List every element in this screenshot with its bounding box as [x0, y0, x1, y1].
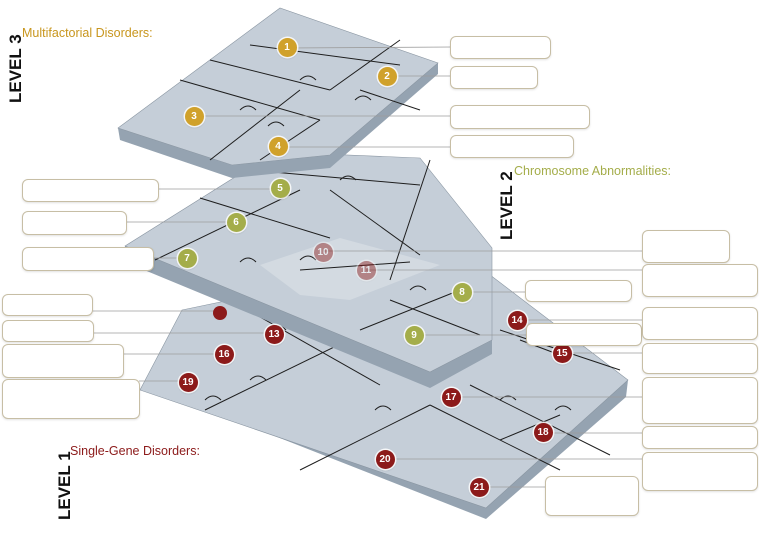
- answer-box-6[interactable]: [22, 211, 127, 235]
- answer-box-4[interactable]: [450, 135, 574, 158]
- answer-box-17[interactable]: [642, 343, 758, 374]
- marker-13: 13: [264, 324, 284, 344]
- answer-box-3[interactable]: [450, 105, 590, 129]
- answer-box-13[interactable]: [2, 320, 94, 342]
- answer-box-11[interactable]: [526, 323, 642, 346]
- marker-2: 2: [377, 66, 397, 86]
- answer-box-7[interactable]: [22, 247, 154, 271]
- marker-15: 15: [552, 343, 572, 363]
- level-1-label: LEVEL 1: [55, 451, 74, 520]
- marker-21: 21: [469, 477, 489, 497]
- answer-box-18[interactable]: [642, 377, 758, 424]
- answer-box-9[interactable]: [642, 264, 758, 297]
- level-2-category: Chromosome Abnormalities:: [514, 164, 672, 178]
- marker-18: 18: [533, 422, 553, 442]
- marker-19: 19: [178, 372, 198, 392]
- answer-box-12[interactable]: [2, 294, 93, 316]
- level-3-label: LEVEL 3: [6, 34, 25, 103]
- marker-5: 5: [270, 178, 290, 198]
- answer-box-14[interactable]: [2, 344, 124, 378]
- level-3-category: Multifactorial Disorders:: [22, 26, 153, 40]
- level-2-label: LEVEL 2: [497, 171, 516, 240]
- answer-box-20[interactable]: [642, 452, 758, 491]
- leader-lines: [92, 46, 642, 488]
- marker-8: 8: [452, 282, 472, 302]
- answer-box-19[interactable]: [642, 426, 758, 449]
- marker-9: 9: [404, 325, 424, 345]
- marker-10: 10: [313, 242, 333, 262]
- marker-20: 20: [375, 449, 395, 469]
- answer-box-5[interactable]: [22, 179, 159, 202]
- marker-7: 7: [177, 248, 197, 268]
- answer-box-2[interactable]: [450, 66, 538, 89]
- marker-3: 3: [184, 106, 204, 126]
- marker-4: 4: [268, 136, 288, 156]
- marker-6: 6: [226, 212, 246, 232]
- answer-box-1[interactable]: [450, 36, 551, 59]
- answer-box-16[interactable]: [642, 307, 758, 340]
- answer-box-10[interactable]: [525, 280, 632, 302]
- marker-14: 14: [507, 310, 527, 330]
- marker-17: 17: [441, 387, 461, 407]
- marker-1: 1: [277, 37, 297, 57]
- answer-box-15[interactable]: [2, 379, 140, 419]
- marker-12-partial: [213, 306, 227, 320]
- marker-16: 16: [214, 344, 234, 364]
- answer-box-8[interactable]: [642, 230, 730, 263]
- marker-11: 11: [356, 260, 376, 280]
- level-1-category: Single-Gene Disorders:: [70, 444, 200, 458]
- answer-box-21[interactable]: [545, 476, 639, 516]
